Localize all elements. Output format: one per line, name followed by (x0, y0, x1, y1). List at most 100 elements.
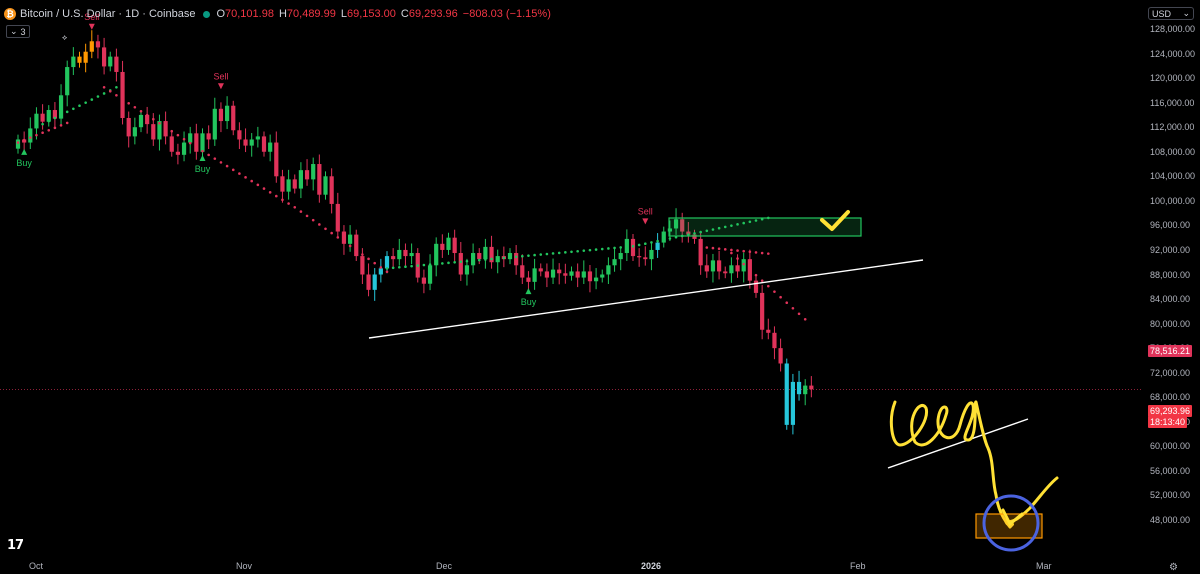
y-tick-label: 92,000.00 (1150, 244, 1191, 255)
gear-icon[interactable]: ⚙ (1169, 562, 1178, 573)
y-tick-label: 124,000.00 (1150, 48, 1196, 59)
trend-dot (508, 256, 512, 259)
candle-body (667, 228, 672, 232)
indicators-toggle-button[interactable]: ⌄ 3 (6, 25, 30, 38)
candle-body (46, 110, 51, 122)
trend-dot (59, 113, 63, 117)
trend-dot (207, 153, 210, 157)
trend-dot (16, 141, 20, 144)
candle-body (280, 176, 285, 192)
trend-dot (600, 247, 604, 251)
trend-dot (281, 198, 284, 202)
trend-dot (47, 128, 51, 132)
trend-dot (428, 263, 432, 266)
candle-body (403, 249, 408, 257)
candle-body (298, 170, 303, 189)
trend-dot (742, 221, 745, 225)
candle-body (95, 41, 101, 48)
trend-dot (299, 210, 303, 213)
y-tick-label: 72,000.00 (1150, 367, 1191, 378)
candle-body (151, 124, 156, 140)
trend-dot (754, 251, 758, 254)
chart-header: ₿ Bitcoin / U.S. Dollar · 1D · Coinbase … (4, 6, 551, 22)
candle-body (526, 277, 531, 282)
candle-body (483, 246, 488, 260)
candle-body (304, 170, 310, 180)
trend-dot (404, 265, 407, 269)
trend-dot (773, 290, 776, 293)
y-tick-label: 88,000.00 (1150, 269, 1191, 280)
candle-body (274, 142, 279, 177)
open-label: O (216, 8, 226, 20)
trend-dot (447, 261, 450, 265)
trend-dot (225, 164, 229, 168)
candle-body (575, 271, 580, 278)
candle-body (464, 265, 470, 275)
y-tick-label: 68,000.00 (1150, 392, 1191, 403)
trend-dot (723, 225, 727, 229)
candle-body (458, 253, 463, 275)
candle-body (735, 265, 740, 272)
candle-body (58, 95, 64, 119)
tradingview-logo-icon[interactable]: 17 (7, 538, 24, 553)
candle-body (440, 243, 445, 250)
trend-dot (742, 249, 745, 253)
candle-body (317, 164, 322, 195)
trend-dot (656, 239, 659, 243)
trend-dot (441, 262, 444, 265)
candle-body (772, 332, 777, 349)
candle-body (760, 292, 765, 330)
trend-dot (699, 230, 702, 234)
y-tick-label: 112,000.00 (1150, 122, 1195, 133)
currency-select[interactable]: USD ⌄ (1148, 7, 1194, 20)
trend-dot (158, 121, 161, 125)
trend-dot (730, 224, 733, 227)
trend-dot (619, 246, 622, 249)
trend-dot (767, 252, 770, 255)
trendline-lower (887, 418, 1029, 469)
trend-dot (41, 131, 44, 135)
candle-body (188, 133, 193, 143)
trend-dot (693, 232, 696, 235)
trend-dot (324, 227, 327, 231)
candle-body (673, 219, 679, 229)
trend-dot (742, 262, 745, 266)
y-tick-label: 116,000.00 (1150, 97, 1195, 108)
candle-body (243, 139, 248, 146)
trend-dot (754, 219, 758, 222)
y-tick-label: 100,000.00 (1150, 195, 1196, 206)
trend-dot (268, 191, 272, 194)
trend-dot (256, 183, 260, 187)
buy-arrow-icon (525, 288, 532, 295)
candle-body (354, 234, 359, 257)
trend-dot (459, 260, 463, 264)
candle-body (212, 108, 217, 140)
candle-body (729, 265, 734, 274)
candle-body (114, 56, 119, 72)
candle-body (52, 110, 57, 119)
symbol-title[interactable]: Bitcoin / U.S. Dollar · 1D · Coinbase (20, 8, 196, 20)
flag-icon: ⟡ (62, 33, 68, 42)
trend-dot (293, 205, 297, 209)
candle-body (391, 256, 396, 260)
y-tick-label: 120,000.00 (1150, 73, 1196, 84)
candle-body (200, 133, 205, 152)
candle-body (335, 203, 340, 232)
candle-body (348, 234, 353, 244)
candle-body (249, 139, 254, 146)
buy-arrow-icon (199, 154, 206, 161)
trend-dot (72, 107, 75, 111)
trend-dot (262, 187, 266, 190)
candle-body (311, 164, 316, 180)
trend-dot (311, 218, 315, 222)
candle-body (175, 151, 180, 155)
candle-body (600, 274, 605, 278)
candle-body (89, 41, 94, 52)
trend-dot (29, 136, 32, 139)
candle-body (77, 56, 82, 63)
trend-dot (637, 243, 641, 247)
candle-body (452, 237, 457, 254)
trend-dot (410, 264, 413, 268)
candle-body (384, 256, 390, 269)
